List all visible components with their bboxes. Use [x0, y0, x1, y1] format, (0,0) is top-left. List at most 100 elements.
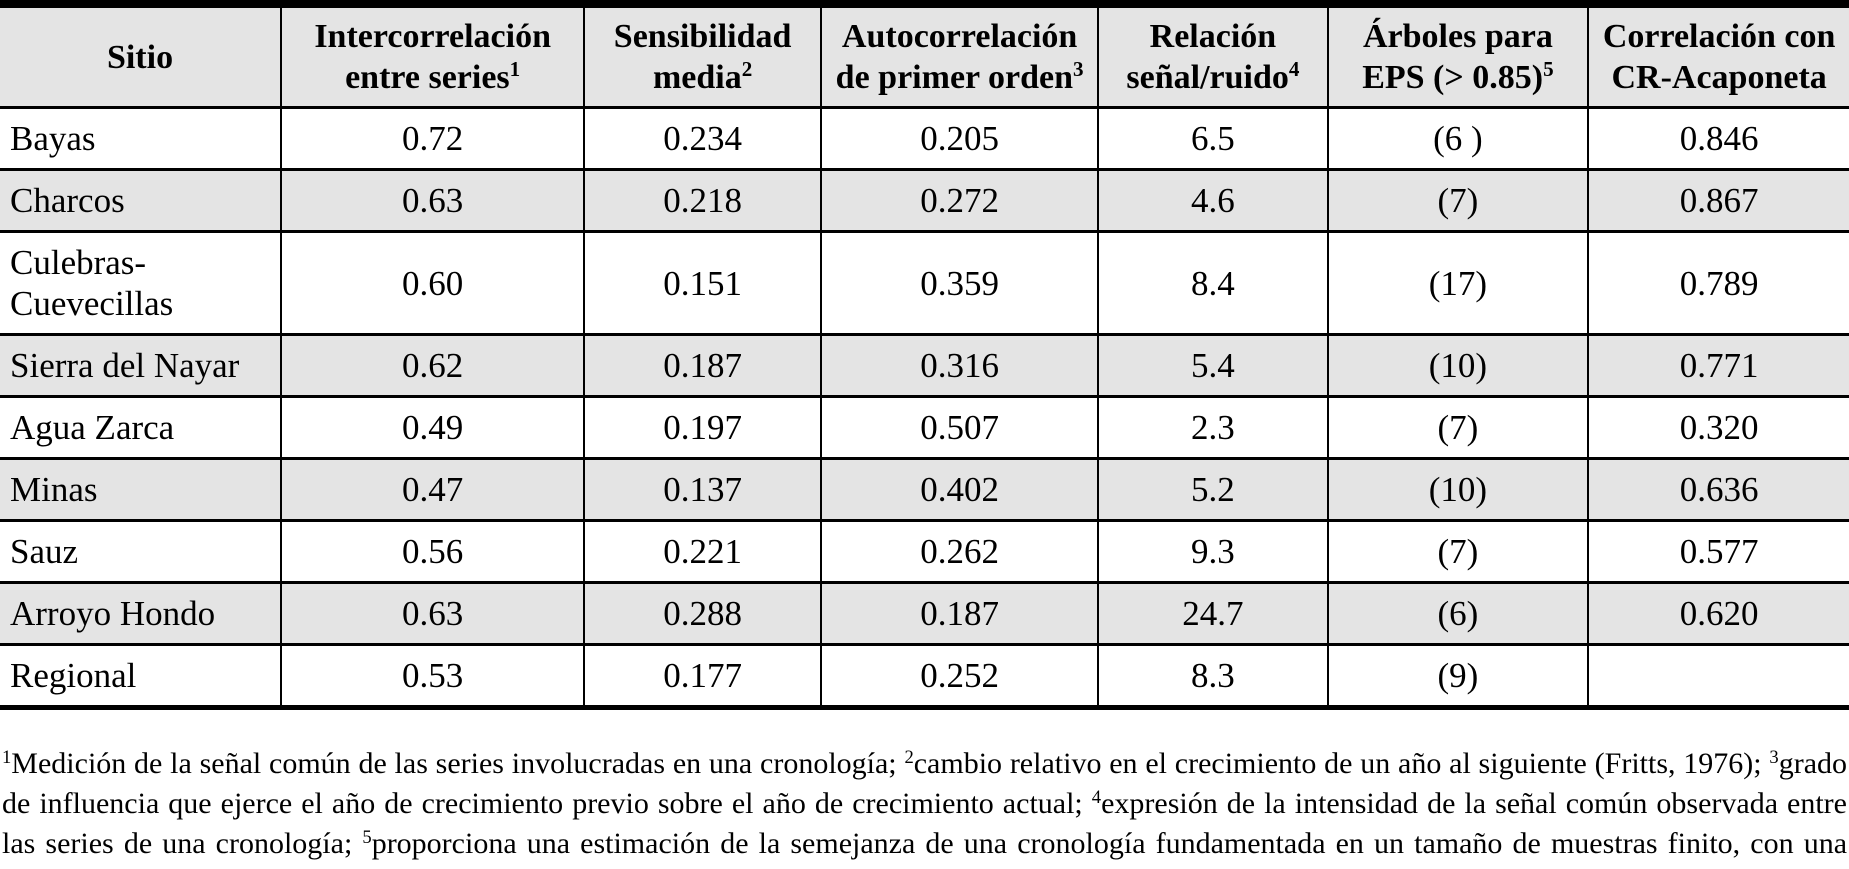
footnote-marker: 5: [362, 826, 372, 848]
table-cell: 0.320: [1587, 396, 1849, 459]
table-cell: (9): [1326, 644, 1589, 708]
site-name-cell: Culebras-Cuevecillas: [10, 243, 174, 323]
col-header-label: Sensibilidad media: [613, 18, 792, 96]
footnote-marker: 4: [1288, 57, 1300, 82]
table-cell: (6 ): [1326, 107, 1589, 170]
table-row-sierra-del-nayar: Sierra del Nayar 0.62 0.187 0.316 5.4 (1…: [0, 334, 1849, 397]
table-cell: (7): [1326, 520, 1589, 583]
footnote-marker: 1: [2, 746, 12, 768]
table-row-bayas: Bayas 0.72 0.234 0.205 6.5 (6 ) 0.846: [0, 107, 1849, 170]
col-header-label: Correlación con CR-Acaponeta: [1602, 18, 1836, 96]
table-cell: 0.221: [583, 520, 821, 583]
table-cell: 24.7: [1097, 582, 1328, 645]
footnote-marker: 5: [1543, 57, 1554, 82]
table-cell: (6): [1326, 582, 1589, 645]
table-cell: 0.63: [280, 169, 585, 232]
table-cell: 4.6: [1097, 169, 1328, 232]
table-row-agua-zarca: Agua Zarca 0.49 0.197 0.507 2.3 (7) 0.32…: [0, 396, 1849, 459]
col-header-label: Sitio: [106, 38, 174, 76]
footnote-marker: 4: [1091, 786, 1102, 808]
table-cell: 0.63: [280, 582, 585, 645]
table-row-arroyo-hondo: Arroyo Hondo 0.63 0.288 0.187 24.7 (6) 0…: [0, 582, 1849, 645]
col-header-label: Autocorrelación de primer orden: [835, 18, 1078, 96]
table-cell: 0.49: [280, 396, 585, 459]
table-cell: 0.771: [1587, 334, 1849, 397]
table-cell: 0.197: [583, 396, 821, 459]
table-row-charcos: Charcos 0.63 0.218 0.272 4.6 (7) 0.867: [0, 169, 1849, 232]
footnote-text: cambio relativo en el crecimiento de un …: [913, 747, 1770, 780]
table-body: Bayas 0.72 0.234 0.205 6.5 (6 ) 0.846 Ch…: [0, 107, 1849, 708]
footnote-text: proporciona una estimación de la semejan…: [2, 827, 1848, 869]
site-statistics-table: Sitio Intercorrelación entre series1 Sen…: [0, 0, 1849, 710]
table-cell: 0.620: [1587, 582, 1849, 645]
col-header-label: Árboles para EPS (> 0.85): [1362, 18, 1553, 96]
site-name-cell: Charcos: [10, 181, 125, 220]
table-cell: 5.4: [1097, 334, 1328, 397]
table-cell: 0.187: [819, 582, 1099, 645]
site-name-cell: Arroyo Hondo: [10, 594, 216, 633]
table-row-culebras-cuevecillas: Culebras-Cuevecillas 0.60 0.151 0.359 8.…: [0, 231, 1849, 335]
table-cell: 0.234: [583, 107, 821, 170]
table-cell: [1587, 644, 1849, 708]
table-cell: 6.5: [1097, 107, 1328, 170]
table-cell: 0.56: [280, 520, 585, 583]
table-cell: 9.3: [1097, 520, 1328, 583]
table-row-minas: Minas 0.47 0.137 0.402 5.2 (10) 0.636: [0, 458, 1849, 521]
table-cell: 0.187: [583, 334, 821, 397]
table-row-sauz: Sauz 0.56 0.221 0.262 9.3 (7) 0.577: [0, 520, 1849, 583]
table-cell: 0.151: [583, 231, 821, 335]
table-cell: (7): [1326, 396, 1589, 459]
col-header-sensibilidad: Sensibilidad media2: [583, 4, 821, 108]
footnote-marker: 3: [1769, 746, 1779, 768]
table-cell: 0.867: [1587, 169, 1849, 232]
site-name-cell: Sauz: [10, 532, 79, 571]
table-cell: 0.359: [819, 231, 1099, 335]
table-cell: 0.205: [819, 107, 1099, 170]
col-header-label: Relación señal/ruido: [1126, 18, 1289, 96]
site-name-cell: Regional: [10, 656, 137, 695]
table-cell: 0.60: [280, 231, 585, 335]
table-cell: 0.789: [1587, 231, 1849, 335]
table-cell: 0.177: [583, 644, 821, 708]
col-header-autocorrelacion: Autocorrelación de primer orden3: [819, 4, 1099, 108]
col-header-label: Intercorrelación entre series: [314, 18, 551, 96]
footnote-text: expresión de la intensidad de la señal c…: [2, 787, 1847, 860]
table-footnotes: 1Medición de la señal común de las serie…: [0, 744, 1849, 869]
table-cell: 2.3: [1097, 396, 1328, 459]
header-row: Sitio Intercorrelación entre series1 Sen…: [0, 4, 1849, 108]
table-cell: 0.316: [819, 334, 1099, 397]
footnote-text: Medición de la señal común de las series…: [11, 747, 905, 780]
footnote-marker: 2: [904, 746, 914, 768]
table-cell: 0.846: [1587, 107, 1849, 170]
table-cell: 8.4: [1097, 231, 1328, 335]
table-cell: 0.272: [819, 169, 1099, 232]
col-header-sitio: Sitio: [0, 4, 281, 108]
col-header-intercorrelacion: Intercorrelación entre series1: [280, 4, 585, 108]
table-cell: (17): [1326, 231, 1589, 335]
table-cell: 0.262: [819, 520, 1099, 583]
col-header-arboles-eps: Árboles para EPS (> 0.85)5: [1326, 4, 1589, 108]
site-name-cell: Minas: [10, 470, 98, 509]
site-name-cell: Agua Zarca: [10, 408, 175, 447]
table-cell: (10): [1326, 458, 1589, 521]
table-cell: 0.507: [819, 396, 1099, 459]
footnote-marker: 2: [741, 57, 753, 82]
footnote-text: grado de influencia que ejerce el año de…: [2, 747, 1848, 820]
site-name-cell: Bayas: [10, 119, 96, 158]
table-header: Sitio Intercorrelación entre series1 Sen…: [0, 4, 1849, 108]
table-cell: (10): [1326, 334, 1589, 397]
table-cell: (7): [1326, 169, 1589, 232]
table-cell: 0.218: [583, 169, 821, 232]
table-cell: 0.137: [583, 458, 821, 521]
table-cell: 0.636: [1587, 458, 1849, 521]
table-cell: 0.72: [280, 107, 585, 170]
table-cell: 0.62: [280, 334, 585, 397]
table-cell: 0.252: [819, 644, 1099, 708]
table-cell: 0.47: [280, 458, 585, 521]
col-header-correlacion-cr-acaponeta: Correlación con CR-Acaponeta: [1587, 4, 1849, 108]
table-cell: 8.3: [1097, 644, 1328, 708]
footnote-marker: 3: [1073, 57, 1084, 82]
table-cell: 0.402: [819, 458, 1099, 521]
table-cell: 0.53: [280, 644, 585, 708]
